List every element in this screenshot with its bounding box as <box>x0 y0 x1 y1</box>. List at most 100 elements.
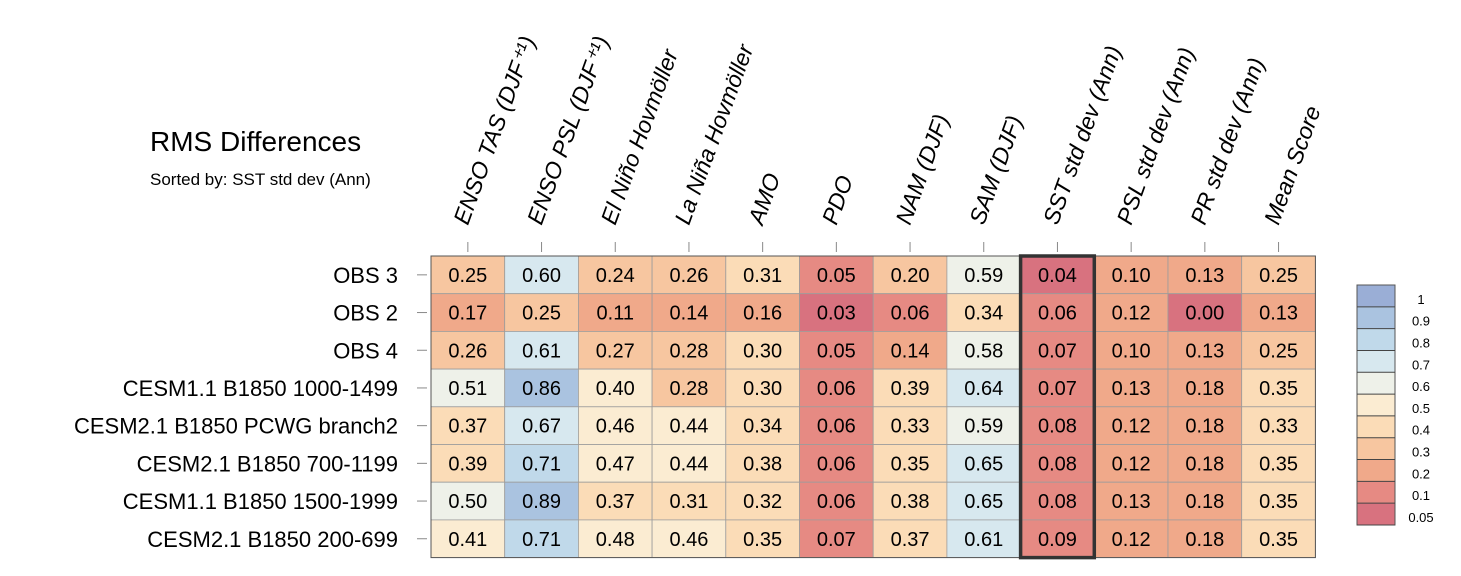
cell-value-label: 0.86 <box>522 378 561 400</box>
cell-value-label: 0.30 <box>743 340 782 362</box>
heatmap-cell <box>1167 519 1243 559</box>
cell-value-label: 0.30 <box>743 378 782 400</box>
heatmap-cell <box>504 330 579 370</box>
heatmap-cell <box>725 406 800 445</box>
cell-value-label: 0.16 <box>743 303 782 325</box>
cell-value-label: 0.33 <box>1259 416 1298 438</box>
colorbar-swatch <box>1357 437 1395 460</box>
row-label-cesm2-1-b1850-pcwg-branch2: CESM2.1 B1850 PCWG branch2 <box>74 414 398 439</box>
cell-value-label: 0.25 <box>1259 265 1298 287</box>
heatmap-cell <box>504 293 579 332</box>
heatmap-cell <box>1093 255 1169 295</box>
cell-value-label: 0.89 <box>522 491 561 513</box>
heatmap-cell <box>872 368 948 408</box>
column-label-enso-psl-djf: ENSO PSL (DJF⁺¹) <box>522 32 614 227</box>
cell-value-label: 0.44 <box>669 416 708 438</box>
cell-value-label: 0.00 <box>1185 303 1224 325</box>
column-label-mean-score: Mean Score <box>1259 102 1326 227</box>
heatmap-cell <box>799 406 874 445</box>
colorbar-swatch <box>1357 285 1395 307</box>
heatmap-cells <box>430 255 1316 559</box>
cell-value-label: 0.46 <box>669 529 708 551</box>
cell-value-label: 0.50 <box>448 491 487 513</box>
cell-value-label: 0.26 <box>448 340 487 362</box>
colorbar-label: 0.5 <box>1412 401 1430 416</box>
heatmap-cell <box>1020 255 1095 295</box>
heatmap-cell <box>1167 255 1243 295</box>
row-label-obs-2: OBS 2 <box>333 301 398 326</box>
cell-value-label: 0.13 <box>1112 491 1151 513</box>
cell-value-label: 0.59 <box>964 265 1003 287</box>
cell-value-label: 0.31 <box>743 265 782 287</box>
cell-value-label: 0.28 <box>669 378 708 400</box>
cell-value-label: 0.09 <box>1038 529 1077 551</box>
cell-value-label: 0.38 <box>891 491 930 513</box>
heatmap-cell <box>1167 368 1243 408</box>
heatmap-cell <box>430 481 506 521</box>
row-label-obs-3: OBS 3 <box>333 263 398 288</box>
row-label-cesm1-1-b1850-1500-1999: CESM1.1 B1850 1500-1999 <box>123 489 398 514</box>
cell-value-label: 0.14 <box>669 303 708 325</box>
cell-value-label: 0.12 <box>1112 453 1151 475</box>
cell-value-label: 0.35 <box>743 529 782 551</box>
heatmap-cell <box>430 293 506 332</box>
cell-value-label: 0.47 <box>596 453 635 475</box>
cell-value-label: 0.35 <box>1259 453 1298 475</box>
cell-value-label: 0.37 <box>448 416 487 438</box>
cell-value-label: 0.31 <box>669 491 708 513</box>
cell-value-label: 0.18 <box>1185 378 1224 400</box>
cell-value-label: 0.28 <box>669 340 708 362</box>
heatmap-cell <box>1241 293 1316 332</box>
heatmap-cell <box>725 293 800 332</box>
heatmap-cell <box>1241 406 1316 445</box>
heatmap-cell <box>651 368 727 408</box>
heatmap-cell <box>504 406 579 445</box>
cell-value-label: 0.08 <box>1038 416 1077 438</box>
row-label-cesm2-1-b1850-700-1199: CESM2.1 B1850 700-1199 <box>137 451 398 476</box>
column-label-pr-std-dev-ann: PR std dev (Ann) <box>1185 54 1269 227</box>
heatmap-cell <box>504 519 579 559</box>
heatmap-cell <box>946 481 1022 521</box>
cell-value-label: 0.27 <box>596 340 635 362</box>
cell-value-label: 0.07 <box>817 529 856 551</box>
row-labels: OBS 3 OBS 2 OBS 4 CESM1.1 B1850 1000-1499 CE… <box>74 263 427 552</box>
cell-value-label: 0.39 <box>891 378 930 400</box>
heatmap-cell <box>578 519 653 559</box>
heatmap-cell <box>578 406 653 445</box>
cell-value-label: 0.26 <box>669 265 708 287</box>
heatmap-cell <box>1241 519 1316 559</box>
cell-value-label: 0.13 <box>1185 265 1224 287</box>
heatmap-cell <box>651 481 727 521</box>
heatmap-cell <box>651 255 727 295</box>
cell-value-label: 0.11 <box>597 303 634 325</box>
cell-value-label: 0.48 <box>596 529 635 551</box>
column-label-el-ni-o-hovm-ller: El Niño Hovmöller <box>596 45 684 228</box>
cell-value-label: 0.41 <box>448 529 487 551</box>
heatmap-cell <box>504 368 579 408</box>
column-label-la-ni-a-hovm-ller: La Niña Hovmöller <box>669 40 759 228</box>
cell-value-label: 0.13 <box>1185 340 1224 362</box>
cell-value-label: 0.20 <box>891 265 930 287</box>
heatmap-cell <box>725 368 800 408</box>
cell-value-label: 0.35 <box>1259 529 1298 551</box>
column-label-enso-tas-djf: ENSO TAS (DJF⁺¹) <box>448 33 540 228</box>
cell-value-label: 0.18 <box>1185 453 1224 475</box>
heatmap-cell <box>946 444 1022 483</box>
colorbar-swatch <box>1357 459 1395 482</box>
column-label-sst-std-dev-ann: SST std dev (Ann) <box>1038 42 1127 227</box>
cell-value-label: 0.18 <box>1185 529 1224 551</box>
colorbar-swatch <box>1357 394 1395 416</box>
heatmap-cell <box>1093 406 1169 445</box>
row-label-cesm1-1-b1850-1000-1499: CESM1.1 B1850 1000-1499 <box>123 376 398 401</box>
cell-value-label: 0.13 <box>1259 303 1298 325</box>
sorted-column-outline <box>1018 254 1097 560</box>
cell-value-label: 0.59 <box>964 416 1003 438</box>
cell-value-label: 0.06 <box>817 416 856 438</box>
heatmap-cell <box>946 255 1022 295</box>
cell-value-label: 0.06 <box>817 453 856 475</box>
heatmap-cell <box>1020 519 1095 559</box>
cell-value-label: 0.08 <box>1038 453 1077 475</box>
cell-value-label: 0.37 <box>596 491 635 513</box>
cell-value-label: 0.25 <box>1259 340 1298 362</box>
cell-value-label: 0.12 <box>1112 303 1151 325</box>
